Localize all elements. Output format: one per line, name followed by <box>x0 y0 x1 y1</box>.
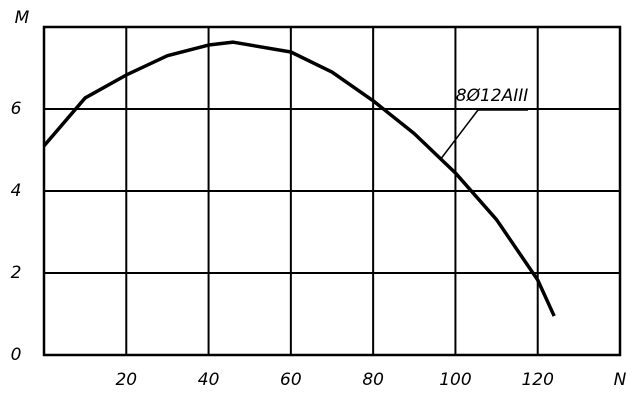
y-tick-label: 2 <box>11 263 22 283</box>
x-tick-label: 40 <box>198 370 220 390</box>
x-tick-label: 60 <box>280 370 302 390</box>
y-tick-label: 0 <box>11 345 22 365</box>
y-axis-label: M <box>15 8 30 28</box>
series-label: 8Ø12AIII <box>456 86 529 106</box>
data-line <box>42 40 556 317</box>
y-tick-label: 4 <box>11 181 22 201</box>
x-tick-label: 20 <box>115 370 137 390</box>
y-tick-label: 6 <box>11 99 22 119</box>
x-tick-label: 80 <box>362 370 384 390</box>
x-tick-label: 120 <box>521 370 553 390</box>
x-axis-label: N <box>614 370 627 390</box>
leader-line <box>439 109 479 161</box>
x-tick-label: 100 <box>439 370 471 390</box>
